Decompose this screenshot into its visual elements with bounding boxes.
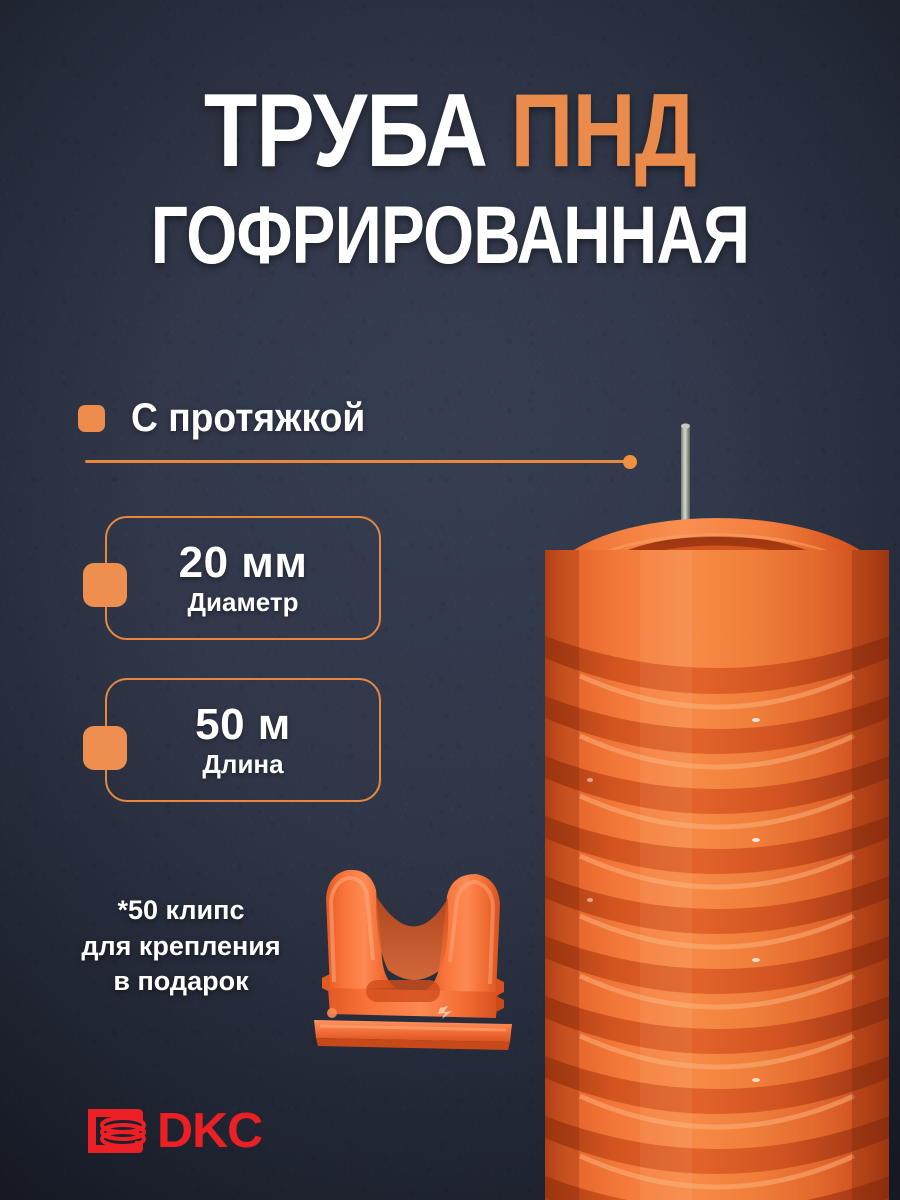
brand-logo-text: DKC	[157, 1103, 263, 1158]
gift-note: *50 клипс для крепления в подарок	[56, 893, 306, 1000]
spec-label: Диаметр	[187, 586, 299, 617]
spec-card-diameter: 20 мм Диаметр	[105, 516, 381, 640]
gift-note-line-1: *50 клипс	[117, 895, 245, 925]
title-line-2: ГОФРИРОВАННАЯ	[150, 189, 750, 281]
accent-divider-line	[85, 460, 631, 463]
title-line-1: ТРУБА ПНД	[72, 79, 828, 183]
pipe-corrugations	[545, 550, 889, 1200]
spec-card-length: 50 м Длина	[105, 678, 381, 802]
gift-note-line-3: в подарок	[113, 966, 249, 997]
square-badge-icon-diameter	[83, 563, 127, 607]
corrugated-pipe-illustration	[545, 423, 889, 1200]
mounting-clip-illustration	[314, 869, 512, 1050]
feature-label: С протяжкой	[131, 396, 366, 440]
title-word-truba: ТРУБА	[203, 73, 511, 189]
spec-value: 50 м	[195, 699, 291, 749]
page-title: ТРУБА ПНД ГОФРИРОВАННАЯ	[0, 79, 900, 281]
spec-label: Длина	[202, 748, 284, 779]
gift-note-line-2: для крепления	[81, 930, 281, 961]
dkc-coil-logo-icon	[88, 1109, 146, 1153]
title-word-pnd: ПНД	[510, 73, 697, 189]
square-badge-icon-length	[83, 726, 127, 770]
accent-divider-dot-icon	[623, 455, 637, 469]
spec-value: 20 мм	[178, 537, 308, 587]
feature-with-pull-wire: С протяжкой	[78, 396, 383, 441]
square-bullet-icon	[78, 405, 105, 432]
pipe-product-image	[520, 400, 900, 1200]
brand-logo: DKC	[86, 1103, 263, 1158]
clip-product-image	[300, 862, 530, 1052]
